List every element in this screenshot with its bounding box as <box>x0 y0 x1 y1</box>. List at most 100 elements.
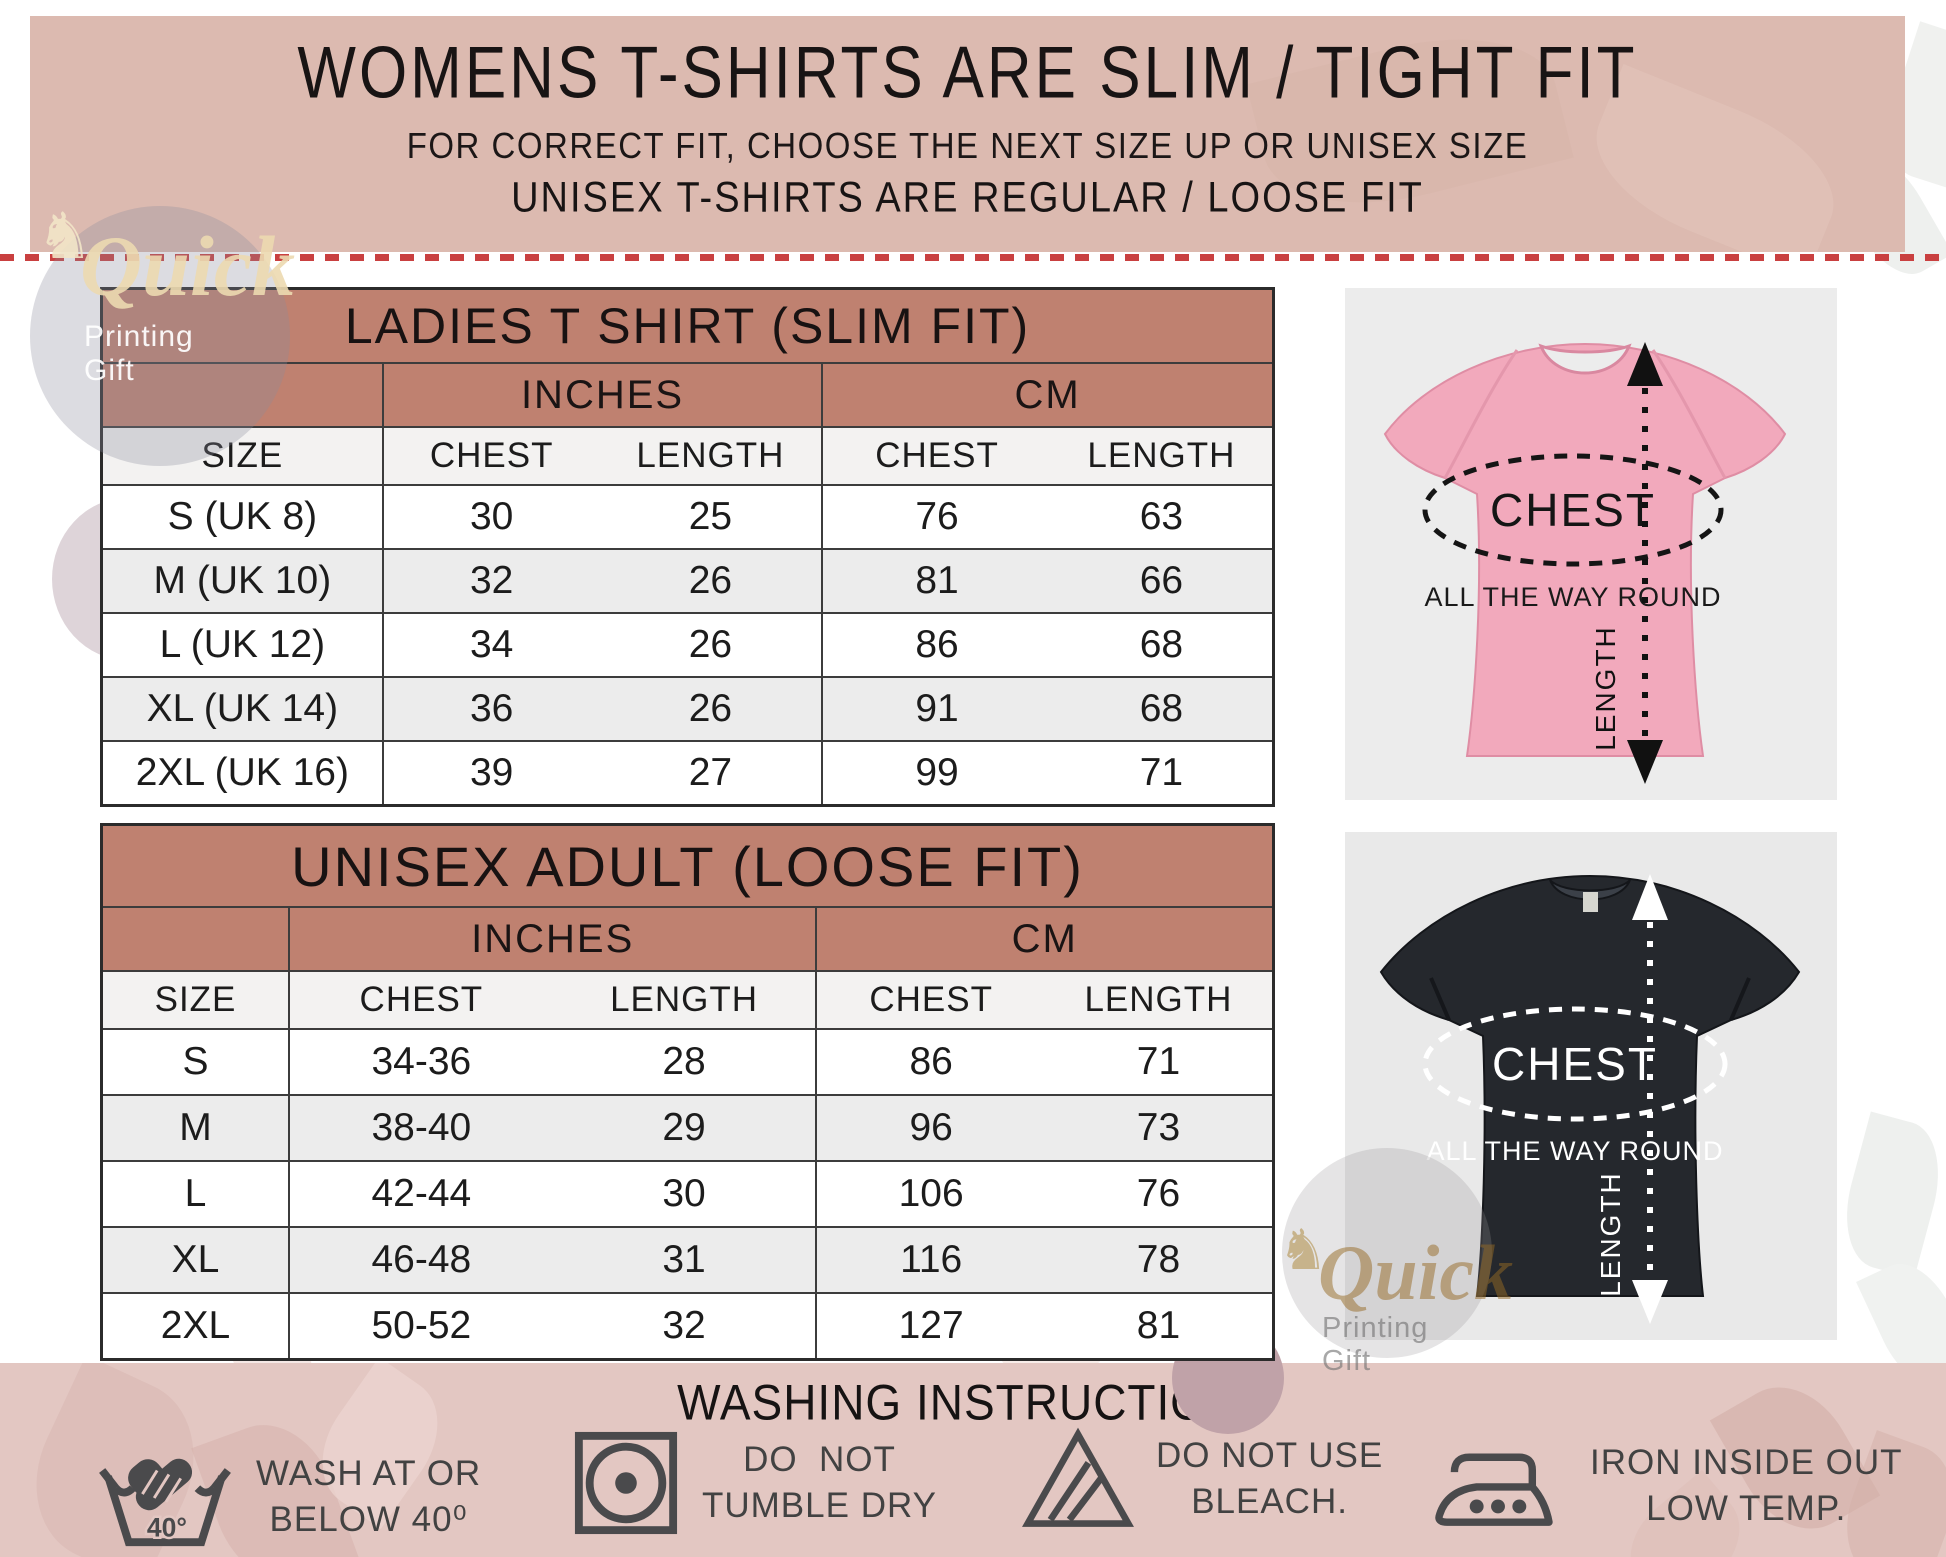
table-cell: 36 <box>381 676 600 741</box>
wash-instruction-item: DO NOT TUMBLE DRY <box>572 1429 937 1537</box>
table-cell: 68 <box>1050 676 1274 741</box>
instruction-line: DO NOT <box>743 1439 896 1479</box>
table-title-row: LADIES T SHIRT (SLIM FIT) <box>101 288 1274 363</box>
instruction-line: LOW TEMP. <box>1646 1489 1847 1528</box>
table-cell: 76 <box>821 484 1051 549</box>
table-cell: 71 <box>1044 1028 1274 1095</box>
banner-title: WOMENS T-SHIRTS ARE SLIM / TIGHT FIT <box>297 32 1638 115</box>
chest-measure-annotation: CHEST ALL THE WAY ROUND <box>1422 1006 1728 1166</box>
table-title-row: UNISEX ADULT (LOOSE FIT) <box>101 824 1274 907</box>
table-cell: 66 <box>1050 548 1274 613</box>
washing-instructions-band: WASHING INSTRUCTION : <box>0 1363 1946 1557</box>
table-cell: 71 <box>1050 740 1274 806</box>
table-cell: 78 <box>1044 1226 1274 1293</box>
table-cell: 39 <box>381 740 600 806</box>
cm-group-header: CM <box>815 906 1274 971</box>
instruction-line: TUMBLE DRY <box>702 1486 937 1525</box>
table-cell: 30 <box>381 484 600 549</box>
col-header-chest-cm: CHEST <box>815 970 1045 1029</box>
wash-instruction-text: DO NOT USE BLEACH. <box>1156 1433 1383 1525</box>
instruction-line: IRON INSIDE OUT <box>1590 1442 1903 1482</box>
unisex-table-title: UNISEX ADULT (LOOSE FIT) <box>101 824 1274 907</box>
table-cell: S <box>101 1028 290 1095</box>
col-header-size: SIZE <box>101 426 383 485</box>
table-cell: 27 <box>599 740 823 806</box>
table-cell: 26 <box>599 676 823 741</box>
table-row: L (UK 12) 34 26 86 68 <box>101 612 1274 677</box>
table-cell: 46-48 <box>288 1226 553 1293</box>
instruction-line: WASH AT OR <box>256 1453 482 1493</box>
ladies-shirt-diagram: CHEST ALL THE WAY ROUND LENGTH <box>1345 288 1837 800</box>
wash-instruction-text: DO NOT TUMBLE DRY <box>702 1437 937 1529</box>
cm-group-header: CM <box>821 362 1274 427</box>
table-cell: 86 <box>815 1028 1045 1095</box>
col-header-chest-in: CHEST <box>381 426 600 485</box>
table-cell: 34 <box>381 612 600 677</box>
black-tshirt-icon <box>1379 874 1801 1297</box>
table-cell: 116 <box>815 1226 1045 1293</box>
instruction-line: DO NOT USE <box>1156 1435 1384 1475</box>
table-cell: 28 <box>552 1028 817 1095</box>
table-cell: 26 <box>599 548 823 613</box>
banner-subtitle2: UNISEX T-SHIRTS ARE REGULAR / LOOSE FIT <box>511 174 1424 222</box>
corner-cell <box>101 906 290 971</box>
col-header-length-cm: LENGTH <box>1050 426 1274 485</box>
table-row: L 42-44 30 106 76 <box>101 1160 1274 1227</box>
length-measure-annotation: LENGTH <box>1595 874 1668 1324</box>
column-header-row: SIZE CHEST LENGTH CHEST LENGTH <box>101 970 1274 1029</box>
table-row: M (UK 10) 32 26 81 66 <box>101 548 1274 613</box>
table-cell: L <box>101 1160 290 1227</box>
table-cell: 86 <box>821 612 1051 677</box>
table-cell: 32 <box>552 1292 817 1360</box>
length-measure-annotation: LENGTH <box>1590 342 1663 784</box>
table-cell: 2XL <box>101 1292 290 1360</box>
wash-instruction-text: WASH AT OR BELOW 40⁰ <box>256 1451 481 1543</box>
wash-instruction-item: DO NOT USE BLEACH. <box>1022 1427 1383 1531</box>
table-row: 2XL 50-52 32 127 81 <box>101 1292 1274 1360</box>
table-cell: L (UK 12) <box>101 612 383 677</box>
table-cell: 73 <box>1044 1094 1274 1161</box>
table-cell: 91 <box>821 676 1051 741</box>
table-cell: XL (UK 14) <box>101 676 383 741</box>
table-row: S 34-36 28 86 71 <box>101 1028 1274 1095</box>
chest-measure-annotation: CHEST ALL THE WAY ROUND <box>1422 453 1724 612</box>
table-cell: 2XL (UK 16) <box>101 740 383 806</box>
col-header-chest-in: CHEST <box>288 970 553 1029</box>
washing-title: WASHING INSTRUCTION : <box>677 1373 1269 1431</box>
dashed-separator <box>0 254 1946 261</box>
table-cell: 34-36 <box>288 1028 553 1095</box>
ladies-size-table: LADIES T SHIRT (SLIM FIT) INCHES CM SIZE… <box>100 287 1275 807</box>
table-cell: 127 <box>815 1292 1045 1360</box>
table-cell: 106 <box>815 1160 1045 1227</box>
table-row: 2XL (UK 16) 39 27 99 71 <box>101 740 1274 806</box>
col-header-length-cm: LENGTH <box>1044 970 1274 1029</box>
all-the-way-round-label: ALL THE WAY ROUND <box>1424 582 1721 612</box>
table-cell: 30 <box>552 1160 817 1227</box>
unisex-size-table: UNISEX ADULT (LOOSE FIT) INCHES CM SIZE … <box>100 823 1275 1361</box>
horse-icon: ♞ <box>1278 1218 1329 1283</box>
banner-subtitle: FOR CORRECT FIT, CHOOSE THE NEXT SIZE UP… <box>406 125 1529 166</box>
table-cell: 32 <box>381 548 600 613</box>
table-cell: M (UK 10) <box>101 548 383 613</box>
table-cell: 26 <box>599 612 823 677</box>
pink-tshirt-icon <box>1383 342 1787 757</box>
unit-header-row: INCHES CM <box>101 362 1274 427</box>
all-the-way-round-label: ALL THE WAY ROUND <box>1426 1136 1723 1166</box>
ladies-table-title: LADIES T SHIRT (SLIM FIT) <box>101 288 1274 363</box>
ladies-shirt-illustration: CHEST ALL THE WAY ROUND LENGTH <box>1383 342 1787 784</box>
top-banner: WOMENS T-SHIRTS ARE SLIM / TIGHT FIT FOR… <box>30 16 1905 252</box>
col-header-length-in: LENGTH <box>552 970 817 1029</box>
column-header-row: SIZE CHEST LENGTH CHEST LENGTH <box>101 426 1274 485</box>
table-row: XL (UK 14) 36 26 91 68 <box>101 676 1274 741</box>
inches-group-header: INCHES <box>288 906 817 971</box>
iron-inside-out-icon <box>1435 1453 1553 1526</box>
col-header-size: SIZE <box>101 970 290 1029</box>
table-cell: 42-44 <box>288 1160 553 1227</box>
unisex-shirt-illustration: CHEST ALL THE WAY ROUND LENGTH <box>1379 874 1801 1324</box>
hand-wash-40-icon: 40° <box>99 1458 231 1547</box>
table-cell: 29 <box>552 1094 817 1161</box>
table-cell: 96 <box>815 1094 1045 1161</box>
table-cell: 81 <box>821 548 1051 613</box>
table-cell: 25 <box>599 484 823 549</box>
